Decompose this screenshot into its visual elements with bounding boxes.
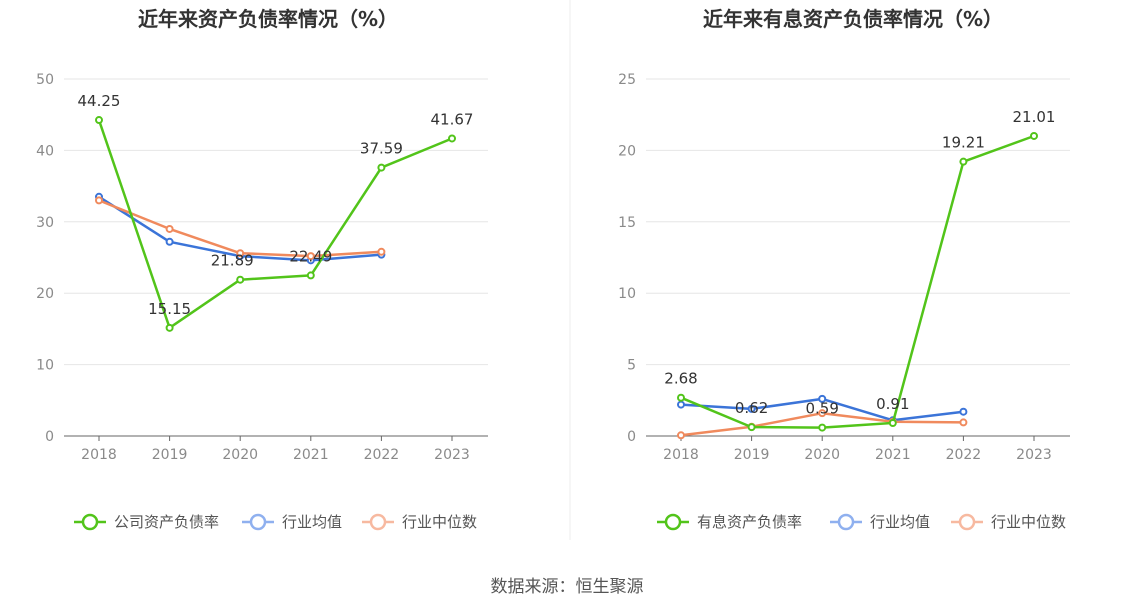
- x-tick-label: 2021: [293, 447, 329, 463]
- data-point-company: [306, 271, 315, 280]
- legend-item-company[interactable]: 公司资产负债率: [74, 513, 219, 531]
- chart-2: 近年来有息资产负债率情况（%） 0 5 10 15 20 25 2018 2019 2020 202…: [618, 7, 1070, 531]
- data-point-industry_avg: [747, 404, 756, 413]
- y-tick-label: 20: [36, 286, 54, 302]
- data-label: 0.59: [805, 400, 838, 418]
- legend-label: 行业中位数: [991, 513, 1066, 531]
- legend-marker: [958, 513, 976, 531]
- data-point-company: [236, 275, 245, 284]
- data-label: 41.67: [431, 110, 474, 128]
- x-tick-label: 2023: [1016, 447, 1052, 463]
- x-tick-label: 2021: [875, 447, 911, 463]
- data-label: 44.25: [78, 92, 121, 110]
- y-tick-label: 30: [36, 215, 54, 231]
- data-point-industry_median: [236, 249, 245, 258]
- y-tick-label: 50: [36, 72, 54, 88]
- y-tick-label: 5: [627, 358, 636, 374]
- x-tick-label: 2020: [804, 447, 840, 463]
- data-label: 19.21: [942, 134, 985, 152]
- legend-item-company[interactable]: 有息资产负债率: [657, 513, 802, 531]
- data-point-industry_avg: [818, 394, 827, 403]
- x-tick-label: 2018: [81, 447, 117, 463]
- y-tick-label: 20: [618, 143, 636, 159]
- chart-1: 近年来资产负债率情况（%） 0 10 20 30 40 50 2018 2019 2020 2021…: [36, 7, 488, 531]
- legend-marker: [249, 513, 267, 531]
- data-point-company: [95, 116, 103, 125]
- legend-marker: [369, 513, 387, 531]
- legend-marker: [81, 513, 99, 531]
- y-tick-label: 0: [627, 429, 636, 445]
- y-tick-label: 15: [618, 215, 636, 231]
- data-point-industry_median: [959, 418, 968, 427]
- data-label: 2.68: [664, 370, 697, 388]
- y-tick-label: 10: [36, 358, 54, 374]
- data-point-industry_median: [677, 431, 685, 440]
- data-point-company: [818, 423, 827, 432]
- legend-label: 公司资产负债率: [114, 513, 219, 531]
- data-point-company: [448, 134, 456, 143]
- y-tick-label: 25: [618, 72, 636, 88]
- legend-label: 有息资产负债率: [697, 513, 802, 531]
- y-tick-label: 40: [36, 143, 54, 159]
- chart-title: 近年来有息资产负债率情况（%）: [703, 7, 1003, 31]
- x-tick-label: 2019: [152, 447, 188, 463]
- legend-item-industry_avg[interactable]: 行业均值: [830, 513, 930, 531]
- data-point-company: [677, 393, 685, 402]
- x-tick-label: 2018: [663, 447, 699, 463]
- data-point-industry_avg: [959, 407, 968, 416]
- data-point-industry_avg: [165, 237, 174, 246]
- series-line-company: [97, 119, 453, 330]
- x-tick-label: 2020: [222, 447, 258, 463]
- data-label: 0.91: [876, 395, 909, 413]
- y-tick-label: 10: [618, 286, 636, 302]
- data-label: 22.49: [289, 247, 332, 265]
- data-label: 37.59: [360, 140, 403, 158]
- data-point-industry_median: [165, 224, 174, 233]
- legend-label: 行业均值: [870, 513, 930, 531]
- legend-item-industry_avg[interactable]: 行业均值: [242, 513, 342, 531]
- legend-label: 行业中位数: [402, 513, 477, 531]
- source-text: 数据来源：恒生聚源: [491, 577, 644, 597]
- chart-title: 近年来资产负债率情况（%）: [138, 7, 398, 31]
- x-tick-label: 2022: [946, 447, 982, 463]
- legend-marker: [837, 513, 855, 531]
- series-line-company: [680, 134, 1035, 429]
- data-point-company: [888, 419, 897, 428]
- legend-item-industry_median[interactable]: 行业中位数: [362, 513, 477, 531]
- legend-marker: [664, 513, 682, 531]
- data-label: 15.15: [148, 300, 191, 318]
- data-point-company: [959, 157, 968, 166]
- x-tick-label: 2019: [734, 447, 770, 463]
- data-point-company: [747, 423, 756, 432]
- y-tick-label: 0: [45, 429, 54, 445]
- data-point-company: [1030, 131, 1038, 140]
- data-point-industry_median: [95, 196, 103, 205]
- data-point-industry_avg: [677, 400, 685, 409]
- data-point-company: [377, 163, 386, 172]
- data-point-company: [165, 323, 174, 332]
- data-label: 0.62: [735, 399, 768, 417]
- legend-label: 行业均值: [282, 513, 342, 531]
- data-point-industry_median: [818, 409, 827, 418]
- data-point-industry_median: [377, 247, 386, 256]
- x-tick-label: 2023: [434, 447, 470, 463]
- data-label: 21.89: [211, 252, 254, 270]
- x-tick-label: 2022: [364, 447, 400, 463]
- legend-item-industry_median[interactable]: 行业中位数: [951, 513, 1066, 531]
- data-point-industry_median: [306, 252, 315, 261]
- data-label: 21.01: [1013, 108, 1056, 126]
